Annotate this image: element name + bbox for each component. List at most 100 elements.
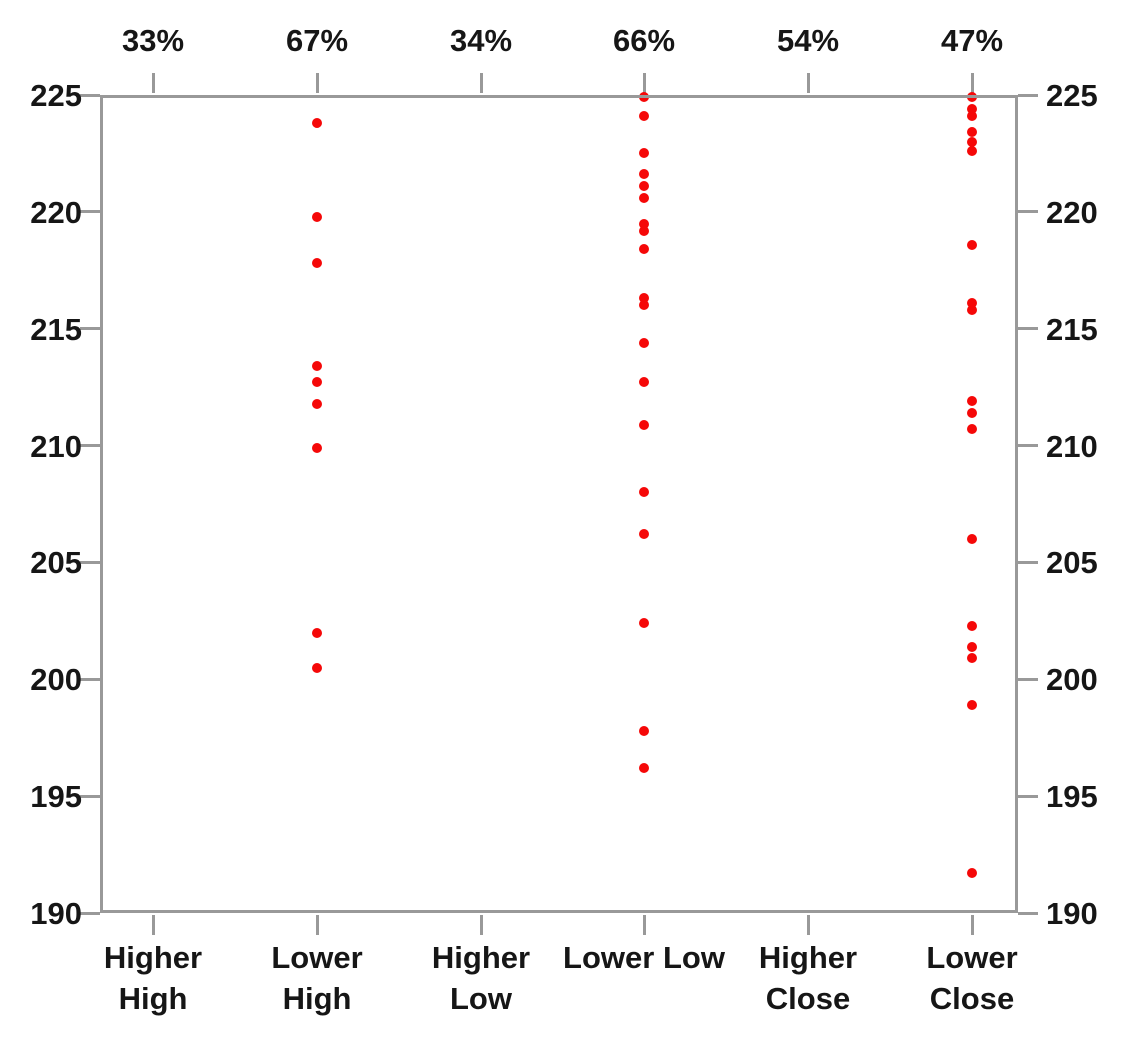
category-label-line: Higher [103,940,203,975]
top-axis-tick [970,73,974,93]
y-axis-tick-left [80,677,100,681]
data-point [967,396,977,407]
data-point [967,111,977,122]
data-point [639,377,649,388]
data-point [967,136,977,147]
data-point [639,300,649,311]
y-axis-tick-left [80,327,100,331]
top-axis-tick [479,73,483,93]
data-point [639,725,649,736]
data-point [639,487,649,498]
data-point [967,653,977,664]
data-point [967,305,977,316]
y-axis-label-left: 190 [30,896,82,931]
y-axis-tick-left [80,93,100,97]
y-axis-label-right: 215 [1046,311,1098,347]
top-axis-tick [642,73,646,93]
data-point [967,699,977,710]
category-label-line: High [118,981,188,1016]
y-axis-tick-right [1018,93,1038,97]
category-label-line: High [282,981,352,1016]
top-percentage-label: 67% [285,23,349,58]
data-point [639,148,649,159]
y-axis-tick-right [1018,677,1038,681]
y-axis-label-right: 210 [1046,428,1098,464]
bottom-axis-tick [642,915,646,935]
y-axis-label-right: 200 [1046,662,1098,698]
y-axis-label-left: 210 [30,428,82,464]
data-point [967,239,977,250]
top-percentage-label: 66% [612,23,676,58]
data-point [967,641,977,652]
y-axis-label-right: 225 [1046,78,1098,113]
data-point [312,118,322,129]
category-label-line: Low [450,981,512,1016]
y-axis-label-right: 195 [1046,779,1098,815]
data-point [312,377,322,388]
data-point [967,298,977,308]
category-label-line: Higher [431,940,531,975]
category-label-line: Close [765,981,851,1016]
data-point [312,627,322,638]
data-point [639,218,649,229]
data-point [639,419,649,430]
data-point [639,763,649,774]
y-axis-tick-right [1018,210,1038,214]
data-point [639,618,649,629]
y-axis-label-right: 190 [1046,896,1098,931]
y-axis-tick-right [1018,794,1038,798]
data-point [639,225,649,236]
data-point [639,293,649,304]
top-axis-tick [151,73,155,93]
top-axis-tick [806,73,810,93]
data-point [967,104,977,115]
data-point [639,529,649,540]
data-point [967,407,977,418]
data-point [967,868,977,879]
data-point [312,398,322,409]
y-axis-label-right: 220 [1046,194,1098,230]
category-label-line: Lower [926,940,1018,975]
data-point [312,361,322,372]
plot-area-border [100,95,1018,913]
data-point [967,424,977,435]
data-point [312,662,322,673]
category-label-line: Close [929,981,1015,1016]
y-axis-tick-right [1018,911,1038,915]
bottom-axis-tick [806,915,810,935]
y-axis-tick-left [80,794,100,798]
top-percentage-label: 34% [449,23,513,58]
y-axis-label-left: 215 [30,311,82,347]
y-axis-tick-left [80,560,100,564]
data-point [639,111,649,122]
y-axis-label-left: 225 [30,78,82,113]
y-axis-tick-right [1018,327,1038,331]
data-point [639,181,649,192]
y-axis-tick-left [80,911,100,915]
y-axis-tick-right [1018,444,1038,448]
data-point [639,169,649,180]
data-point [639,244,649,255]
bottom-axis-tick [479,915,483,935]
y-axis-label-left: 195 [30,779,82,815]
y-axis-tick-right [1018,560,1038,564]
category-label-line: Lower [271,940,363,975]
data-point [639,192,649,203]
data-point [639,337,649,348]
data-point [312,211,322,222]
top-percentage-label: 47% [940,23,1004,58]
data-point [312,442,322,453]
y-axis-tick-left [80,210,100,214]
data-point [312,258,322,269]
top-percentage-label: 33% [121,23,185,58]
data-point [967,146,977,157]
data-point [967,620,977,631]
category-label-line: Higher [758,940,858,975]
data-point [967,534,977,545]
y-axis-label-left: 205 [30,545,82,581]
top-percentage-label: 54% [776,23,840,58]
y-axis-tick-left [80,444,100,448]
category-label-line: Lower Low [563,940,725,975]
data-point [639,92,649,103]
